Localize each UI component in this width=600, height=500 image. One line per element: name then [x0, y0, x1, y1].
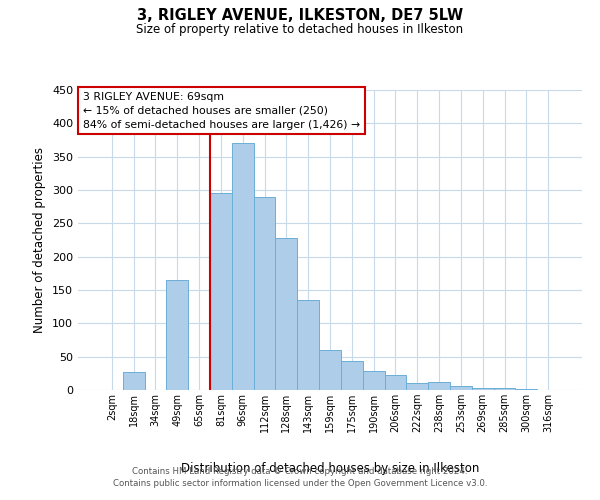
Text: Distribution of detached houses by size in Ilkeston: Distribution of detached houses by size … [181, 462, 479, 475]
Bar [319, 350, 341, 390]
Bar [428, 382, 450, 390]
Bar [472, 388, 494, 390]
Bar [406, 382, 428, 390]
Text: Contains HM Land Registry data © Crown copyright and database right 2024.
Contai: Contains HM Land Registry data © Crown c… [113, 466, 487, 487]
Bar [275, 238, 297, 390]
Bar [363, 372, 385, 390]
Bar [123, 372, 145, 390]
Bar [254, 198, 275, 390]
Text: Size of property relative to detached houses in Ilkeston: Size of property relative to detached ho… [136, 22, 464, 36]
Text: 3, RIGLEY AVENUE, ILKESTON, DE7 5LW: 3, RIGLEY AVENUE, ILKESTON, DE7 5LW [137, 8, 463, 22]
Bar [515, 388, 537, 390]
Bar [166, 280, 188, 390]
Bar [297, 300, 319, 390]
Bar [232, 144, 254, 390]
Bar [210, 194, 232, 390]
Bar [385, 376, 406, 390]
Text: 3 RIGLEY AVENUE: 69sqm
← 15% of detached houses are smaller (250)
84% of semi-de: 3 RIGLEY AVENUE: 69sqm ← 15% of detached… [83, 92, 360, 130]
Y-axis label: Number of detached properties: Number of detached properties [34, 147, 46, 333]
Bar [494, 388, 515, 390]
Bar [341, 362, 363, 390]
Bar [450, 386, 472, 390]
